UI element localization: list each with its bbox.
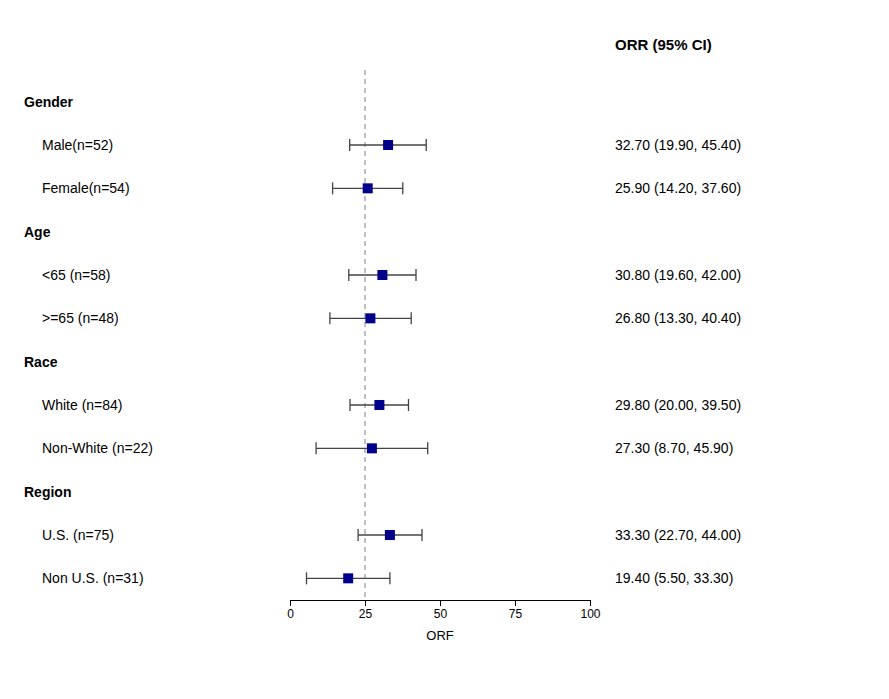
tick-mark — [515, 600, 516, 606]
ci-cap — [402, 182, 403, 194]
data-label: 32.70 (19.90, 45.40) — [615, 137, 741, 153]
ci-cap — [349, 399, 350, 411]
x-axis-title: ORF — [426, 628, 454, 643]
tick-mark — [365, 600, 366, 606]
row — [350, 139, 427, 151]
point-estimate — [363, 183, 373, 193]
tick: 100 — [580, 600, 600, 621]
tick-mark — [590, 600, 591, 606]
ci-cap — [315, 442, 316, 454]
ci-cap — [389, 572, 390, 584]
tick-label: 25 — [359, 607, 373, 621]
tick-label: 0 — [287, 607, 294, 621]
category-label: Male(n=52) — [42, 137, 113, 153]
tick-mark — [290, 600, 291, 606]
point-estimate — [343, 573, 353, 583]
data-label: 27.30 (8.70, 45.90) — [615, 440, 733, 456]
tick-label: 75 — [509, 607, 523, 621]
point-estimate — [365, 313, 375, 323]
category-label: Female(n=54) — [42, 180, 130, 196]
data-label: 30.80 (19.60, 42.00) — [615, 267, 741, 283]
row — [333, 182, 403, 194]
ci-cap — [357, 529, 358, 541]
plot-area — [307, 70, 428, 600]
tick: 75 — [509, 600, 523, 621]
group-label: Age — [24, 224, 51, 240]
data-label: 26.80 (13.30, 40.40) — [615, 310, 741, 326]
ci-cap — [421, 529, 422, 541]
tick: 50 — [434, 600, 448, 621]
row — [316, 442, 428, 454]
category-label: >=65 (n=48) — [42, 310, 119, 326]
ci-cap — [427, 442, 428, 454]
ci-cap — [349, 139, 350, 151]
ci-cap — [426, 139, 427, 151]
category-label: Non-White (n=22) — [42, 440, 153, 456]
row — [330, 312, 411, 324]
title: ORR (95% CI) — [615, 36, 712, 53]
x-axis: 0 25 50 75 100 — [287, 600, 601, 621]
data-label: 19.40 (5.50, 33.30) — [615, 570, 733, 586]
row — [349, 269, 416, 281]
data-label: 29.80 (20.00, 39.50) — [615, 397, 741, 413]
tick-label: 100 — [580, 607, 600, 621]
row — [307, 572, 390, 584]
ci-cap — [411, 312, 412, 324]
point-estimate — [367, 443, 377, 453]
ci-cap — [348, 269, 349, 281]
ci-cap — [329, 312, 330, 324]
reference-line — [365, 70, 366, 600]
ci-cap — [306, 572, 307, 584]
point-estimate — [385, 530, 395, 540]
chart: ORR (95% CI) 0 25 50 75 100 ORF Gender Male(n=52… — [0, 0, 889, 699]
axis-line — [291, 601, 591, 607]
group-label: Race — [24, 354, 58, 370]
tick: 25 — [359, 600, 373, 621]
data-label: 33.30 (22.70, 44.00) — [615, 527, 741, 543]
ci-cap — [332, 182, 333, 194]
category-label: U.S. (n=75) — [42, 527, 114, 543]
point-estimate — [383, 140, 393, 150]
group-label: Region — [24, 484, 71, 500]
data-label: 25.90 (14.20, 37.60) — [615, 180, 741, 196]
category-label: Non U.S. (n=31) — [42, 570, 144, 586]
ci-cap — [408, 399, 409, 411]
category-label: <65 (n=58) — [42, 267, 111, 283]
ci-cap — [415, 269, 416, 281]
row — [358, 529, 422, 541]
tick-label: 50 — [434, 607, 448, 621]
row — [350, 399, 409, 411]
tick-mark — [440, 600, 441, 606]
point-estimate — [374, 400, 384, 410]
group-label: Gender — [24, 94, 74, 110]
category-label: White (n=84) — [42, 397, 123, 413]
tick: 0 — [287, 600, 294, 621]
point-estimate — [377, 270, 387, 280]
